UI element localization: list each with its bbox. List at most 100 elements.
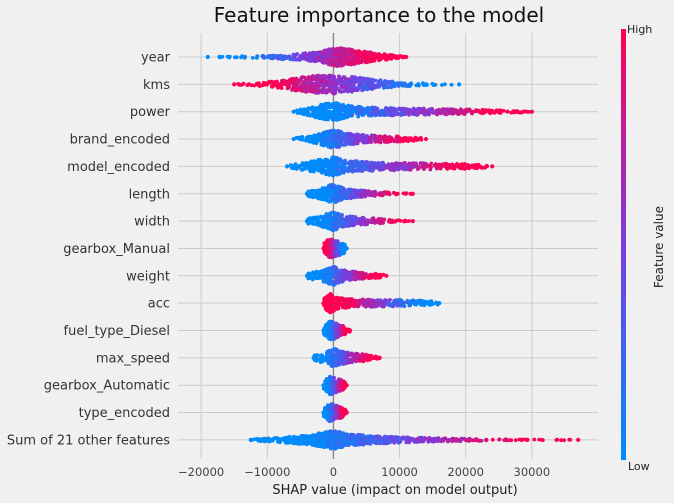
shap-point bbox=[336, 193, 340, 197]
shap-point bbox=[311, 87, 315, 92]
shap-point bbox=[339, 166, 344, 171]
shap-point bbox=[320, 116, 325, 121]
shap-point bbox=[319, 134, 324, 139]
shap-point bbox=[392, 219, 397, 224]
shap-point bbox=[377, 84, 382, 88]
shap-point bbox=[365, 221, 369, 226]
shap-point bbox=[467, 164, 472, 169]
shap-point bbox=[421, 81, 425, 86]
shap-point bbox=[315, 353, 320, 357]
shap-point bbox=[361, 76, 366, 81]
shap-point-extreme bbox=[410, 191, 415, 196]
shap-point bbox=[341, 85, 345, 90]
shap-point-extreme bbox=[304, 273, 310, 278]
shap-point bbox=[349, 132, 354, 137]
shap-point bbox=[366, 298, 371, 302]
shap-point-extreme bbox=[404, 54, 409, 60]
shap-point bbox=[332, 382, 336, 387]
shap-point bbox=[325, 353, 329, 358]
shap-point-extreme bbox=[377, 355, 382, 360]
shap-point bbox=[350, 221, 354, 226]
shap-point bbox=[375, 111, 380, 116]
shap-point bbox=[463, 108, 468, 113]
shap-point-extreme bbox=[490, 164, 495, 169]
shap-point bbox=[345, 137, 350, 142]
shap-point bbox=[335, 379, 339, 384]
shap-point bbox=[324, 131, 329, 135]
shap-point bbox=[342, 81, 347, 85]
shap-point bbox=[470, 111, 475, 116]
shap-point bbox=[323, 142, 328, 147]
shap-point bbox=[363, 275, 367, 280]
shap-point-extreme bbox=[304, 191, 310, 196]
shap-point bbox=[334, 55, 338, 60]
shap-point bbox=[413, 136, 418, 140]
shap-point bbox=[330, 85, 335, 90]
shap-point bbox=[398, 218, 403, 223]
shap-point bbox=[345, 361, 350, 365]
shap-point bbox=[350, 56, 354, 61]
shap-point bbox=[452, 110, 457, 115]
shap-point bbox=[334, 278, 338, 283]
shap-point bbox=[328, 48, 333, 52]
shap-point bbox=[328, 410, 332, 415]
shap-point bbox=[325, 53, 329, 58]
shap-point bbox=[484, 163, 489, 168]
shap-point bbox=[368, 50, 372, 55]
shap-point bbox=[388, 113, 393, 117]
shap-point bbox=[339, 245, 344, 250]
shap-point bbox=[387, 165, 392, 170]
shap-point bbox=[315, 215, 320, 220]
shap-point bbox=[402, 218, 407, 223]
shap-point bbox=[310, 167, 314, 172]
shap-point bbox=[250, 56, 255, 60]
shap-point bbox=[319, 141, 324, 145]
shap-point-extreme bbox=[457, 82, 462, 87]
shap-point bbox=[298, 107, 303, 112]
shap-point bbox=[386, 191, 391, 196]
shap-point bbox=[350, 169, 355, 174]
shap-point bbox=[394, 56, 399, 61]
shap-point bbox=[442, 109, 447, 113]
shap-point bbox=[322, 49, 327, 54]
shap-point bbox=[383, 298, 387, 302]
shap-point bbox=[339, 414, 344, 418]
shap-point bbox=[290, 164, 294, 169]
shap-point bbox=[481, 108, 485, 112]
shap-point bbox=[347, 189, 352, 194]
shap-point bbox=[337, 273, 342, 278]
shap-point bbox=[423, 112, 428, 117]
shap-point bbox=[318, 160, 323, 165]
shap-point bbox=[314, 84, 319, 89]
shap-point bbox=[328, 145, 333, 150]
shap-point bbox=[344, 327, 349, 332]
shap-point bbox=[450, 162, 455, 167]
shap-point bbox=[339, 116, 344, 121]
shap-point bbox=[295, 108, 299, 113]
shap-point bbox=[363, 83, 368, 87]
shap-point bbox=[323, 113, 328, 118]
shap-point bbox=[358, 107, 363, 112]
shap-point bbox=[333, 240, 338, 244]
shap-point bbox=[410, 138, 414, 143]
shap-point bbox=[374, 139, 379, 144]
shap-point bbox=[331, 109, 335, 114]
shap-point bbox=[318, 189, 322, 193]
shap-point bbox=[313, 165, 318, 170]
shap-point bbox=[384, 139, 388, 144]
shap-point bbox=[327, 309, 331, 314]
shap-point bbox=[334, 328, 339, 332]
shap-point bbox=[345, 134, 350, 139]
shap-point bbox=[352, 164, 357, 169]
shap-point bbox=[305, 135, 309, 140]
shap-point bbox=[422, 165, 427, 170]
shap-point bbox=[365, 106, 370, 111]
shap-point bbox=[291, 52, 296, 57]
shap-point bbox=[391, 304, 396, 309]
shap-point bbox=[350, 75, 354, 79]
shap-point bbox=[343, 297, 347, 302]
shap-point bbox=[333, 50, 338, 55]
shap-point bbox=[366, 189, 371, 194]
shap-point bbox=[348, 352, 353, 356]
shap-point bbox=[401, 107, 405, 111]
